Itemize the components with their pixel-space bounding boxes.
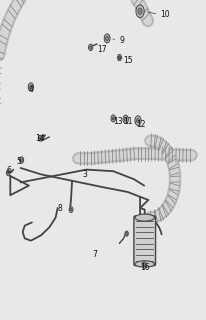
- Circle shape: [20, 157, 24, 163]
- Circle shape: [6, 170, 10, 176]
- Circle shape: [104, 34, 110, 43]
- Text: 3: 3: [82, 170, 87, 179]
- Text: 15: 15: [124, 56, 133, 65]
- FancyBboxPatch shape: [134, 216, 156, 266]
- Text: 8: 8: [58, 204, 62, 213]
- Text: 9: 9: [119, 36, 124, 44]
- Circle shape: [138, 8, 142, 14]
- Circle shape: [70, 208, 72, 211]
- Circle shape: [136, 5, 144, 18]
- Circle shape: [137, 118, 139, 123]
- Circle shape: [89, 44, 93, 51]
- Circle shape: [142, 262, 146, 268]
- Ellipse shape: [135, 214, 154, 221]
- Circle shape: [7, 172, 9, 174]
- Circle shape: [111, 115, 116, 122]
- Text: 10: 10: [161, 10, 170, 19]
- Circle shape: [119, 57, 120, 59]
- Circle shape: [106, 36, 109, 41]
- Circle shape: [118, 56, 121, 60]
- Polygon shape: [117, 54, 122, 61]
- Ellipse shape: [135, 261, 154, 267]
- Circle shape: [112, 117, 114, 120]
- Circle shape: [30, 85, 32, 89]
- Circle shape: [143, 263, 145, 267]
- Circle shape: [28, 83, 34, 91]
- Text: 4: 4: [29, 85, 34, 94]
- Text: 11: 11: [124, 117, 133, 126]
- Circle shape: [38, 135, 42, 141]
- Text: 6: 6: [6, 166, 11, 175]
- Circle shape: [135, 116, 141, 125]
- Circle shape: [123, 115, 128, 124]
- Circle shape: [124, 117, 127, 121]
- Text: 5: 5: [16, 157, 21, 166]
- Circle shape: [39, 137, 41, 140]
- Circle shape: [69, 207, 73, 212]
- Text: 13: 13: [113, 117, 123, 126]
- Circle shape: [125, 231, 128, 236]
- Text: 17: 17: [97, 45, 107, 54]
- Circle shape: [21, 158, 23, 162]
- Text: 7: 7: [93, 250, 98, 259]
- Text: 12: 12: [136, 120, 145, 129]
- Circle shape: [126, 232, 128, 235]
- Text: 14: 14: [35, 134, 45, 143]
- Text: 16: 16: [140, 263, 150, 272]
- Circle shape: [90, 46, 92, 49]
